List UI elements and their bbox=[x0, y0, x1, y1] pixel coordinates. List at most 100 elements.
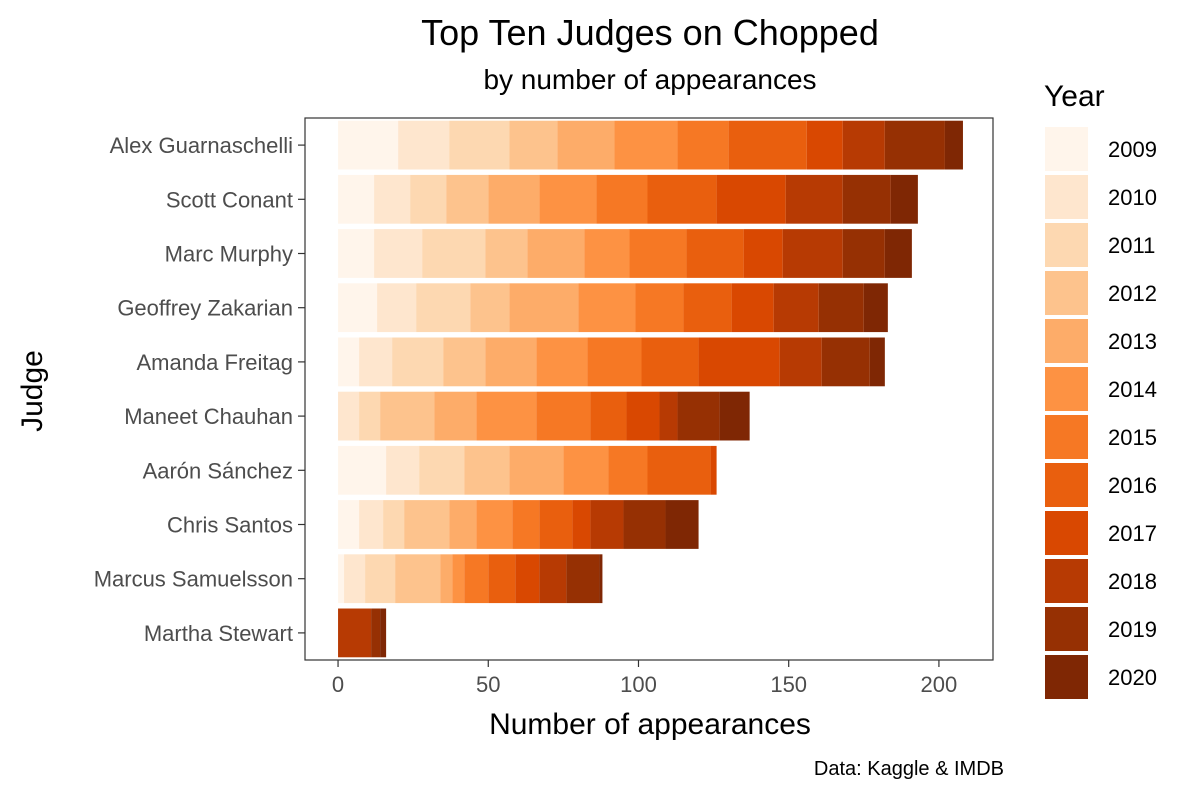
x-tick-label: 100 bbox=[620, 672, 657, 697]
bar-segment bbox=[527, 229, 585, 278]
bar-segment bbox=[821, 337, 870, 387]
bar-segment bbox=[446, 174, 489, 224]
bar-segment bbox=[338, 500, 360, 549]
bar-segment bbox=[374, 174, 411, 224]
bar-segment bbox=[338, 554, 345, 604]
bar-segment bbox=[470, 283, 510, 333]
y-tick-label: Geoffrey Zakarian bbox=[117, 296, 293, 321]
bar-segment bbox=[344, 554, 366, 604]
bar-segment bbox=[677, 391, 720, 441]
bar-segment bbox=[590, 500, 624, 549]
legend-label: 2010 bbox=[1108, 185, 1157, 210]
bar-segment bbox=[563, 445, 609, 495]
legend-key bbox=[1045, 415, 1088, 459]
bar-segment bbox=[338, 608, 372, 658]
bar-segment bbox=[539, 174, 597, 224]
bar-segment bbox=[842, 174, 891, 224]
bar-segment bbox=[452, 554, 465, 604]
bar-segment bbox=[884, 120, 945, 170]
bar-segment bbox=[578, 283, 636, 333]
y-axis-title: Judge bbox=[16, 350, 49, 432]
bar-segment bbox=[338, 391, 360, 441]
bar-segment bbox=[557, 120, 615, 170]
bar-segment bbox=[665, 500, 699, 549]
bar-segment bbox=[440, 554, 453, 604]
y-tick-label: Marc Murphy bbox=[165, 242, 293, 267]
bar-segment bbox=[716, 174, 786, 224]
y-tick-label: Aarón Sánchez bbox=[143, 458, 293, 483]
bar-segment bbox=[842, 229, 885, 278]
bar-segment bbox=[686, 229, 744, 278]
bar-segment bbox=[386, 445, 420, 495]
bar-segment bbox=[779, 337, 822, 387]
bar-segment bbox=[890, 174, 918, 224]
bars-layer bbox=[338, 120, 963, 658]
bar-segment bbox=[536, 391, 591, 441]
bar-segment bbox=[539, 500, 573, 549]
bar-segment bbox=[488, 554, 516, 604]
bar-segment bbox=[590, 391, 627, 441]
bar-segment bbox=[338, 283, 378, 333]
y-tick-label: Alex Guarnaschelli bbox=[110, 133, 293, 158]
y-tick-label: Chris Santos bbox=[167, 513, 293, 538]
bar-segment bbox=[434, 391, 477, 441]
bar-segment bbox=[683, 283, 732, 333]
legend-label: 2014 bbox=[1108, 377, 1157, 402]
legend-title: Year bbox=[1044, 80, 1105, 113]
legend-key bbox=[1045, 511, 1088, 555]
bar-segment bbox=[476, 391, 537, 441]
bar-segment bbox=[476, 500, 513, 549]
bar-segment bbox=[572, 500, 591, 549]
panel-border bbox=[304, 117, 994, 661]
bar-segment bbox=[380, 608, 387, 658]
legend-key bbox=[1045, 367, 1088, 411]
bar-segment bbox=[515, 554, 540, 604]
legend-label: 2009 bbox=[1108, 137, 1157, 162]
bar-segment bbox=[806, 120, 843, 170]
bar-segment bbox=[422, 229, 486, 278]
bar-segment bbox=[863, 283, 888, 333]
legend-key bbox=[1045, 559, 1088, 603]
bar-segment bbox=[338, 229, 375, 278]
bar-segment bbox=[596, 174, 648, 224]
bar-segment bbox=[416, 283, 471, 333]
bar-segment bbox=[698, 337, 780, 387]
x-axis: 0 50 100 150 200 bbox=[332, 660, 957, 697]
bar-segment bbox=[485, 337, 537, 387]
bar-segment bbox=[359, 391, 381, 441]
bar-segment bbox=[818, 283, 864, 333]
bar-segment bbox=[785, 174, 843, 224]
bar-segment bbox=[773, 283, 819, 333]
x-tick-label: 0 bbox=[332, 672, 344, 697]
bar-segment bbox=[869, 337, 885, 387]
legend-key bbox=[1045, 223, 1088, 267]
legend-label: 2017 bbox=[1108, 521, 1157, 546]
x-tick-label: 50 bbox=[476, 672, 500, 697]
bar-segment bbox=[599, 554, 603, 604]
bar-segment bbox=[338, 120, 399, 170]
y-tick-label: Marcus Samuelsson bbox=[94, 567, 293, 592]
bar-segment bbox=[614, 120, 678, 170]
y-tick-label: Martha Stewart bbox=[144, 621, 293, 646]
legend-key bbox=[1045, 655, 1088, 699]
chart-title: Top Ten Judges on Chopped bbox=[421, 12, 879, 53]
bar-segment bbox=[587, 337, 642, 387]
bar-segment bbox=[464, 554, 489, 604]
bar-segment bbox=[728, 120, 807, 170]
bar-segment bbox=[383, 500, 405, 549]
bar-segment bbox=[629, 229, 687, 278]
legend-key bbox=[1045, 175, 1088, 219]
bar-segment bbox=[884, 229, 912, 278]
legend-label: 2016 bbox=[1108, 473, 1157, 498]
bar-segment bbox=[626, 391, 660, 441]
bar-segment bbox=[443, 337, 486, 387]
bar-segment bbox=[365, 554, 396, 604]
legend-label: 2020 bbox=[1108, 665, 1157, 690]
bar-segment bbox=[359, 337, 393, 387]
bar-segment bbox=[536, 337, 588, 387]
bar-segment bbox=[395, 554, 441, 604]
bar-segment bbox=[782, 229, 843, 278]
x-tick-label: 200 bbox=[921, 672, 958, 697]
y-tick-label: Maneet Chauhan bbox=[124, 404, 293, 429]
bar-segment bbox=[449, 500, 477, 549]
